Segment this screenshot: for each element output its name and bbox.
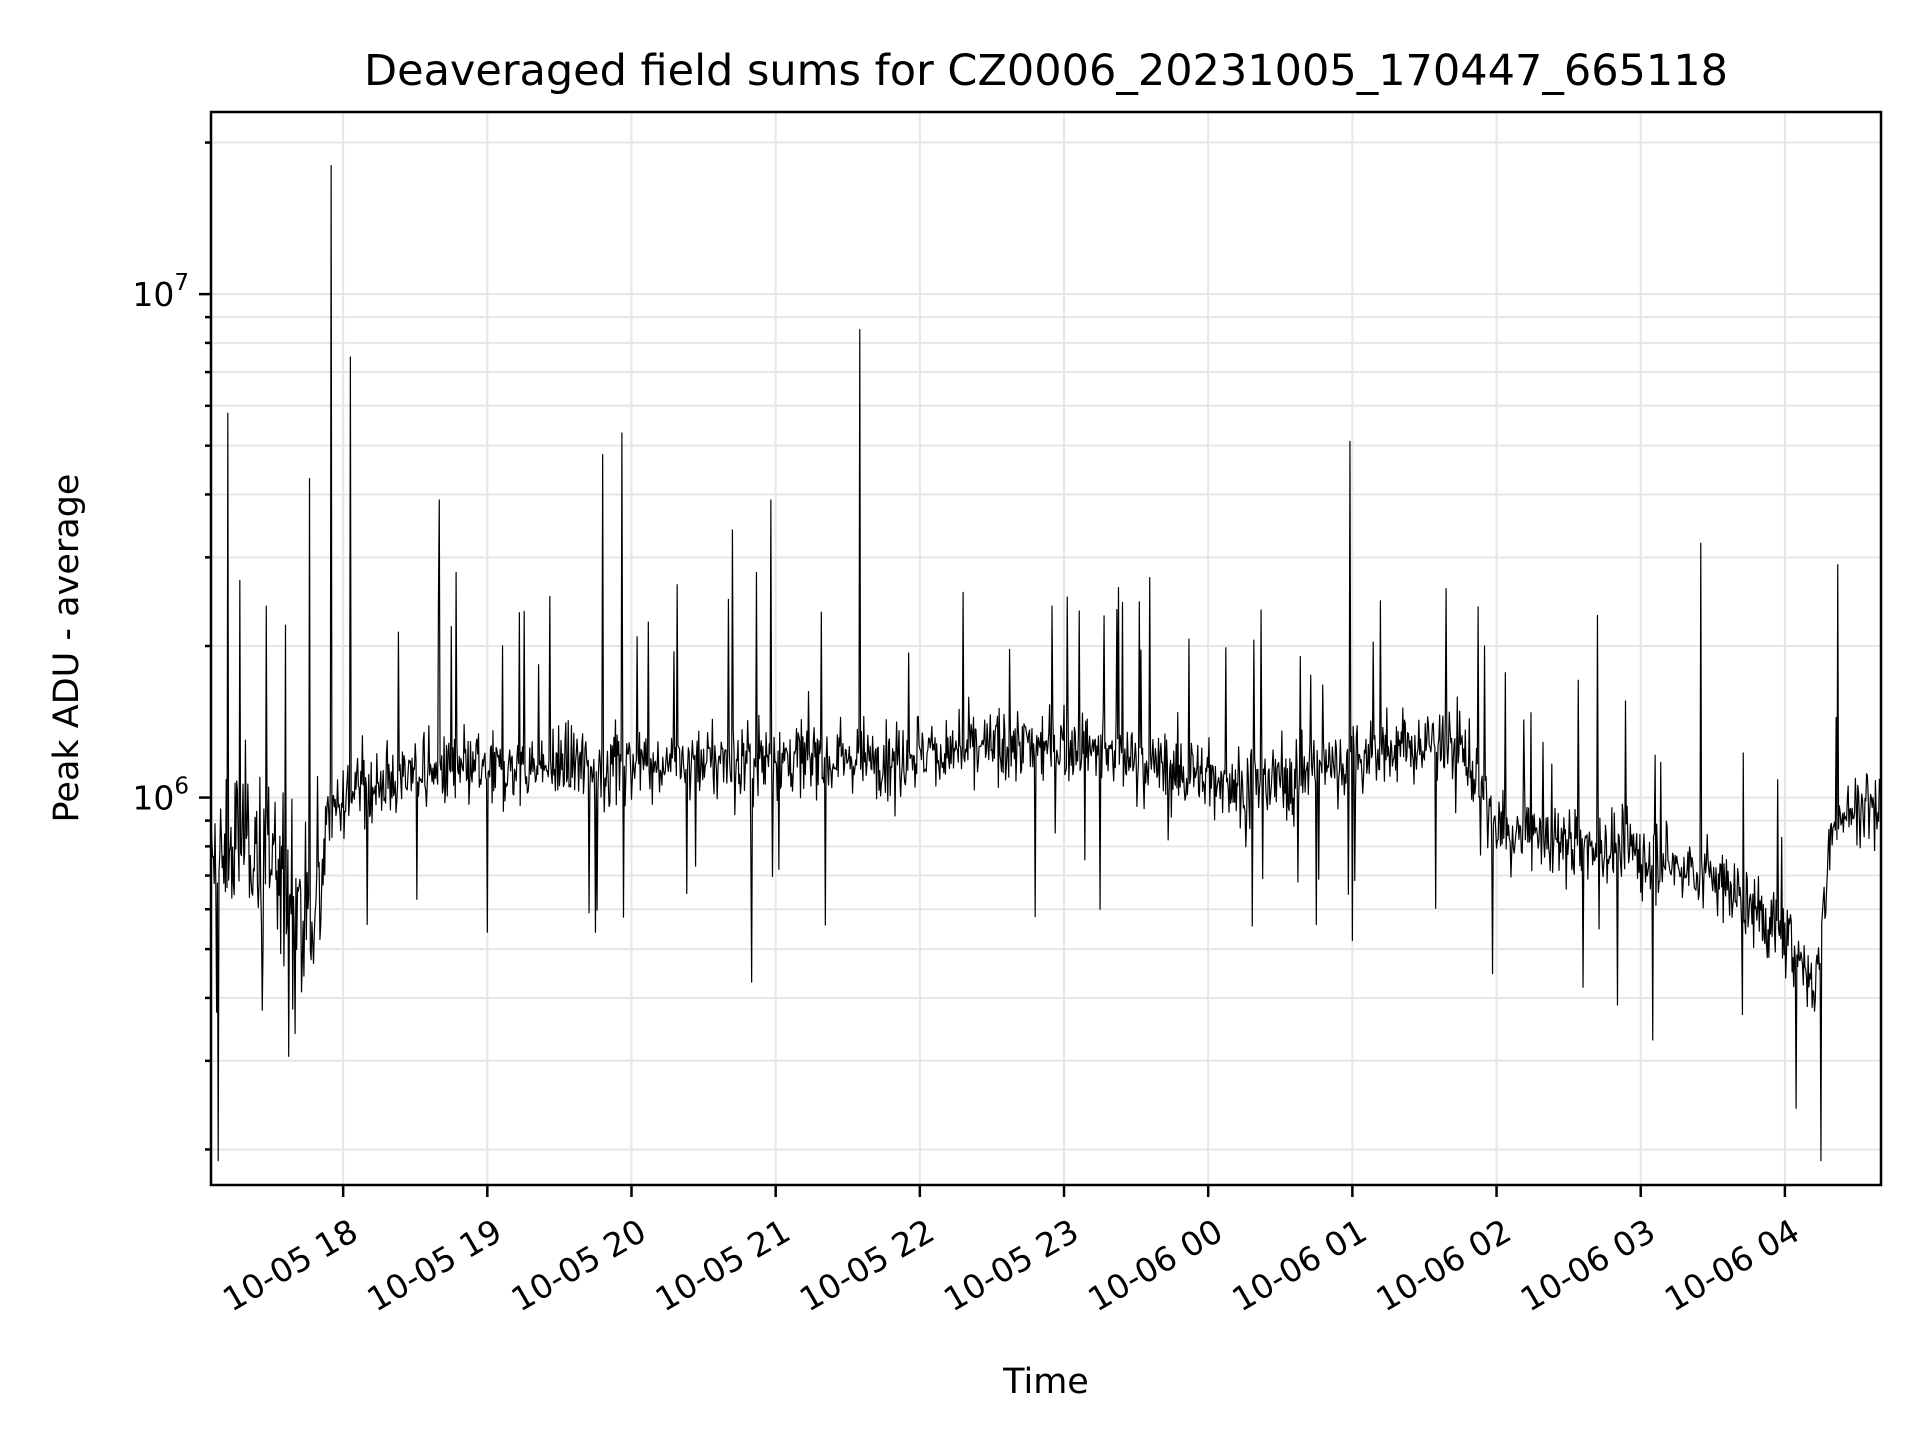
y-axis: 106 107 bbox=[132, 141, 211, 1151]
x-tick-label: 10-06 01 bbox=[1225, 1211, 1373, 1319]
chart-title: Deaveraged field sums for CZ0006_2023100… bbox=[364, 46, 1728, 96]
y-tick-label: 107 bbox=[132, 270, 189, 314]
x-tick-label: 10-05 21 bbox=[649, 1211, 797, 1319]
x-tick-label: 10-06 03 bbox=[1514, 1211, 1662, 1319]
x-tick-label: 10-05 22 bbox=[793, 1211, 941, 1319]
x-tick-label: 10-06 04 bbox=[1658, 1211, 1806, 1319]
plot-frame bbox=[209, 110, 1883, 1187]
x-tick-label: 10-05 19 bbox=[360, 1211, 508, 1319]
x-tick-label: 10-05 23 bbox=[937, 1211, 1085, 1319]
x-tick-label: 10-06 02 bbox=[1370, 1211, 1518, 1319]
x-tick-label: 10-06 00 bbox=[1081, 1211, 1229, 1319]
grid-lines bbox=[211, 112, 1881, 1185]
x-tick-label: 10-05 18 bbox=[216, 1211, 364, 1319]
y-axis-label: Peak ADU - average bbox=[47, 474, 87, 823]
x-axis-label: Time bbox=[1002, 1362, 1089, 1402]
y-tick-label: 106 bbox=[132, 774, 189, 818]
series-line bbox=[210, 165, 1882, 1162]
x-tick-label: 10-05 20 bbox=[505, 1211, 653, 1319]
data-series bbox=[210, 165, 1882, 1162]
